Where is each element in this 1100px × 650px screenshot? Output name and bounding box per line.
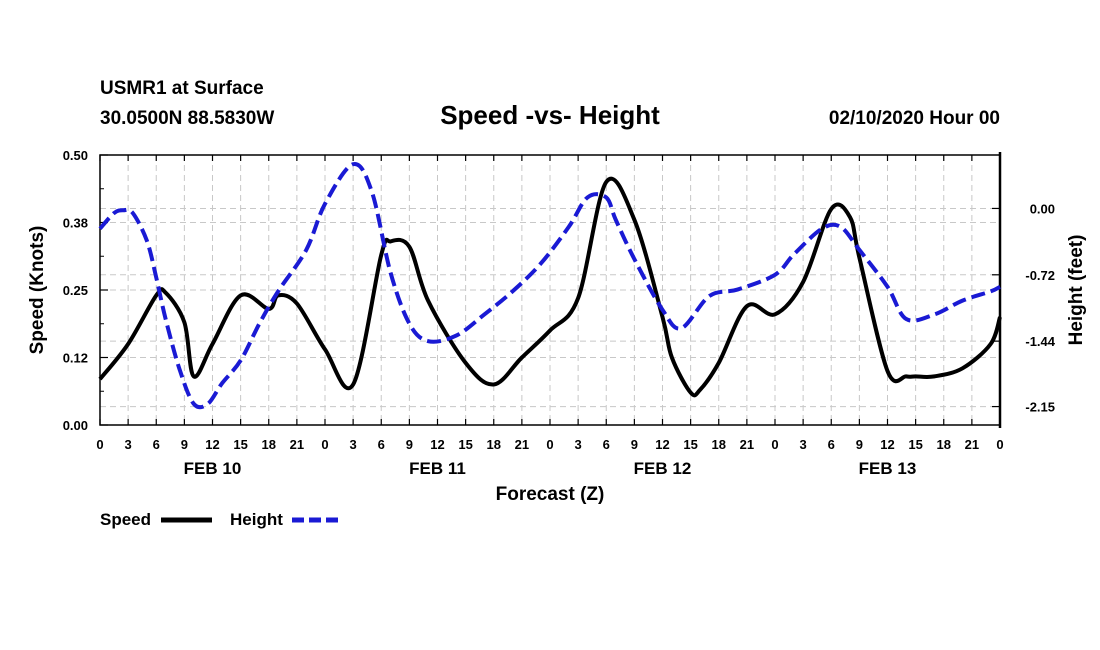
- right-tick-label: -2.15: [1025, 400, 1055, 415]
- x-tick-label: 6: [153, 437, 160, 452]
- left-axis-title: Speed (Knots): [27, 226, 48, 355]
- left-tick-label: 0.38: [63, 216, 88, 231]
- left-tick-label: 0.25: [63, 283, 88, 298]
- x-tick-label: 12: [205, 437, 219, 452]
- day-labels: FEB 10 FEB 11 FEB 12 FEB 13: [184, 459, 917, 478]
- x-tick-label: 21: [290, 437, 304, 452]
- x-tick-label: 18: [712, 437, 726, 452]
- x-tick-label: 21: [965, 437, 979, 452]
- x-tick-label: 0: [96, 437, 103, 452]
- right-tick-label: -0.72: [1025, 268, 1055, 283]
- day-label: FEB 12: [634, 459, 692, 478]
- x-tick-label: 15: [683, 437, 697, 452]
- x-tick-label: 21: [515, 437, 529, 452]
- grid-lines: [100, 155, 1000, 425]
- x-tick-label: 0: [996, 437, 1003, 452]
- x-tick-label: 0: [321, 437, 328, 452]
- x-tick-label: 0: [546, 437, 553, 452]
- x-tick-label: 15: [908, 437, 922, 452]
- right-tick-label: 0.00: [1030, 201, 1055, 216]
- x-tick-label: 3: [800, 437, 807, 452]
- chart-title: Speed -vs- Height: [440, 100, 660, 130]
- right-axis-ticks: 0.00 -0.72 -1.44 -2.15: [992, 201, 1056, 415]
- location-coordinates: 30.0500N 88.5830W: [100, 108, 274, 129]
- x-tick-label: 9: [631, 437, 638, 452]
- x-tick-label: 18: [262, 437, 276, 452]
- x-axis-ticks: 0 3 6 9 12 15 18 21 0 3 6 9 12 15 18 21 0 3 6 9 12 15 18 21 0 3 6 9…: [96, 155, 1004, 452]
- day-label: FEB 10: [184, 459, 242, 478]
- left-tick-label: 0.00: [63, 418, 88, 433]
- x-tick-label: 15: [458, 437, 472, 452]
- x-tick-label: 18: [937, 437, 951, 452]
- x-tick-label: 18: [487, 437, 501, 452]
- x-tick-label: 12: [880, 437, 894, 452]
- right-axis-title: Height (feet): [1066, 235, 1087, 346]
- x-tick-label: 3: [575, 437, 582, 452]
- x-tick-label: 15: [233, 437, 247, 452]
- legend: Speed Height: [100, 510, 343, 529]
- x-tick-label: 12: [430, 437, 444, 452]
- x-axis-title: Forecast (Z): [496, 484, 605, 505]
- x-tick-label: 6: [828, 437, 835, 452]
- x-tick-label: 6: [603, 437, 610, 452]
- x-tick-label: 9: [181, 437, 188, 452]
- station-title: USMR1 at Surface: [100, 78, 264, 99]
- day-label: FEB 11: [409, 459, 466, 478]
- x-tick-label: 9: [856, 437, 863, 452]
- left-tick-label: 0.12: [63, 351, 88, 366]
- legend-speed-label: Speed: [100, 510, 151, 529]
- x-tick-label: 9: [406, 437, 413, 452]
- right-tick-label: -1.44: [1025, 334, 1055, 349]
- series-line-height: [98, 162, 1001, 410]
- forecast-datetime: 02/10/2020 Hour 00: [829, 108, 1000, 129]
- x-tick-label: 3: [350, 437, 357, 452]
- day-label: FEB 13: [859, 459, 917, 478]
- x-tick-label: 6: [378, 437, 385, 452]
- series-line-speed: [98, 176, 1002, 398]
- x-tick-label: 12: [655, 437, 669, 452]
- left-tick-label: 0.50: [63, 148, 88, 163]
- series-lines: [98, 162, 1002, 410]
- x-tick-label: 3: [125, 437, 132, 452]
- left-axis-ticks: 0.00 0.12 0.25 0.38 0.50: [63, 148, 108, 433]
- x-tick-label: 0: [771, 437, 778, 452]
- x-tick-label: 21: [740, 437, 754, 452]
- legend-height-label: Height: [230, 510, 283, 529]
